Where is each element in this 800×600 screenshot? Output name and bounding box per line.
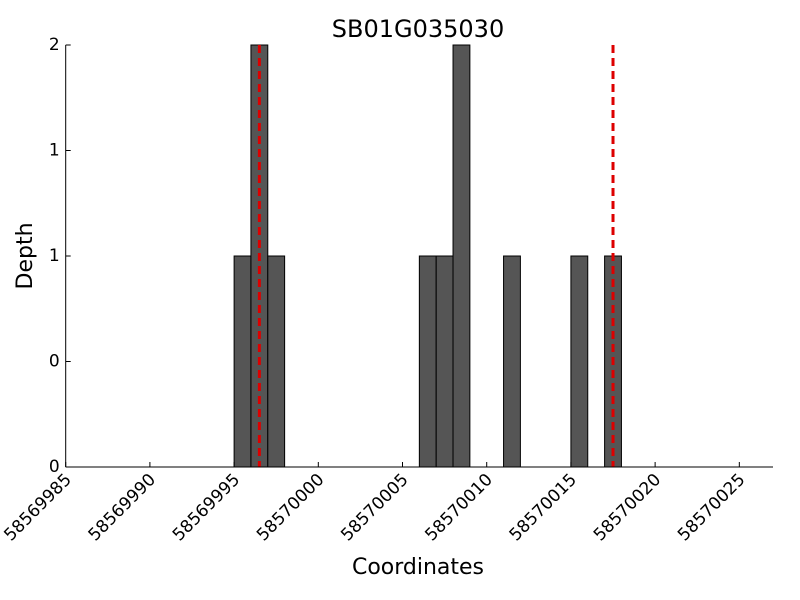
bar: [233, 255, 252, 468]
bar: [435, 255, 454, 468]
y-axis-label: Depth: [13, 222, 38, 289]
chart-title: SB01G035030: [332, 15, 504, 43]
x-tick-label: 58570025: [674, 470, 749, 545]
bar: [570, 255, 589, 468]
y-tick-label: 1: [49, 141, 60, 161]
y-tick-label: 0: [49, 457, 60, 477]
x-tick-label: 58569990: [85, 470, 160, 545]
bar: [418, 255, 437, 468]
x-tick-label: 58569985: [0, 470, 75, 545]
x-tick-label: 58570010: [421, 470, 496, 545]
x-tick-label: 58569995: [169, 470, 244, 545]
bar: [503, 255, 521, 468]
y-tick-label: 1: [49, 246, 60, 266]
y-tick-label: 2: [49, 35, 60, 55]
y-tick-label: 0: [49, 352, 60, 372]
x-tick-label: 58570015: [506, 470, 581, 545]
x-tick-label: 58570020: [590, 470, 665, 545]
x-tick-label: 58570005: [337, 470, 412, 545]
bar: [452, 44, 471, 468]
x-tick-label: 58570000: [253, 470, 328, 545]
bar: [267, 255, 286, 468]
x-axis-label: Coordinates: [352, 555, 484, 580]
